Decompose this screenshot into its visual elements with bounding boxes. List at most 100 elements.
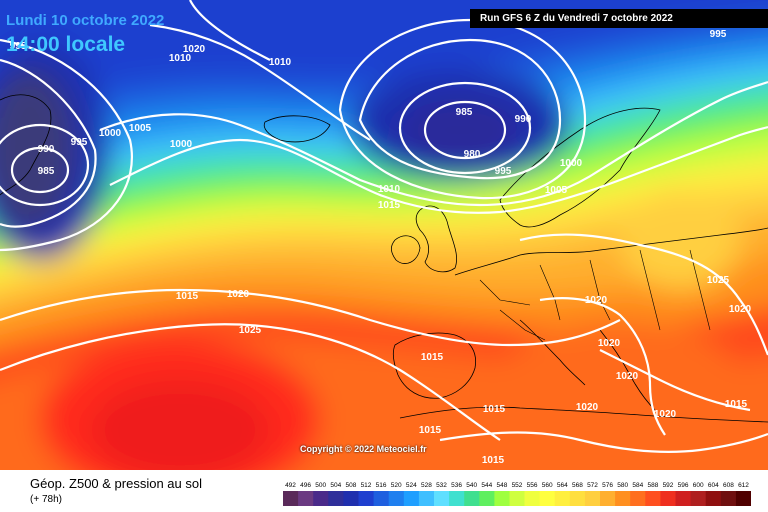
isobar-label: 1010 [169,53,192,64]
color-scale: 492 496 500 504 508 512 516 520 524 528 532 536 540 5… [283,482,751,506]
scale-label: 504 [330,482,341,489]
isobar-label: 1000 [560,158,583,169]
scale-swatch [735,491,751,506]
isobar-labels: 995 1020 1010 1010 990 985 995 1000 1005… [10,29,752,466]
scale-label: 536 [451,482,462,489]
isobar-label: 1015 [378,200,401,211]
scale-label: 540 [466,482,477,489]
isobar-label: 1005 [129,123,152,134]
isobar-label: 995 [710,29,727,40]
coastline-iberia [392,332,477,399]
scale-swatch [418,491,435,506]
isobar-label: 980 [464,149,481,160]
scale-label: 596 [678,482,689,489]
scale-label: 492 [285,482,296,489]
scale-swatch [660,491,676,506]
isobar-label: 1020 [598,338,621,349]
scale-swatch [720,491,737,506]
copyright: Copyright © 2022 Meteociel.fr [300,444,427,454]
scale-swatch [358,491,374,506]
isobar-label: 1020 [585,295,608,306]
valid-date: Lundi 10 octobre 2022 [6,12,165,29]
scale-label: 500 [315,482,326,489]
scale-swatch [494,491,510,506]
isobar-label: 995 [495,166,512,177]
scale-label: 584 [632,482,643,489]
borders [479,249,711,341]
scale-label: 572 [587,482,598,489]
scale-swatch [584,491,601,506]
coastline-greenland [0,94,52,196]
scale-swatch [630,491,646,506]
coastline-europe [454,227,768,276]
isobar-label: 995 [71,137,88,148]
scale-swatch [645,491,661,506]
scale-swatch [449,491,465,506]
scale-swatch [388,491,405,506]
forecast-hour: (+ 78h) [30,494,62,505]
isobar-label: 1005 [545,185,568,196]
valid-time: 14:00 locale [6,33,126,56]
isobar-label: 1015 [483,404,506,415]
scale-swatch [283,491,299,506]
isobar-label: 1020 [616,371,639,382]
scale-label: 608 [723,482,734,489]
scale-swatch [705,491,722,506]
scale-swatch [434,491,450,506]
scale-label: 520 [391,482,402,489]
scale-label: 600 [693,482,704,489]
isobar-label: 1000 [170,139,193,150]
isobar-label: 1020 [576,402,599,413]
isobar-label: 1010 [269,57,292,68]
isobar-label: 995 [10,41,27,52]
scale-label: 524 [406,482,417,489]
scale-swatch [313,491,329,506]
scale-label: 588 [647,482,658,489]
scale-label: 604 [708,482,719,489]
geopotential-field [0,0,768,470]
isobar-label: 1015 [176,291,199,302]
isobar-label: 1015 [482,455,505,466]
scale-swatch [509,491,525,506]
isobar-label: 985 [38,166,55,177]
coastline-iceland [263,115,331,143]
isobar-label: 1020 [654,409,677,420]
isobar-label: 1015 [419,425,442,436]
scale-swatch [554,491,571,506]
coastline-italy [519,319,586,386]
scale-swatch [343,491,359,506]
scale-label: 612 [738,482,749,489]
isobar-label: 1000 [99,128,122,139]
scale-swatch [539,491,556,506]
scale-label: 548 [496,482,507,489]
isobar-label: 1015 [725,399,748,410]
scale-swatch [524,491,540,506]
coastline-balkans-greece [599,329,656,411]
isobar-label: 1020 [729,304,752,315]
isobars-lines [0,0,768,452]
scale-label: 560 [542,482,553,489]
scale-swatch [373,491,390,506]
scale-label: 576 [602,482,613,489]
scale-swatch [403,491,420,506]
scale-swatch [298,491,314,506]
isobar-label: 1025 [707,275,730,286]
isobar-label: 1025 [239,325,262,336]
scale-swatch [479,491,495,506]
scale-label: 512 [361,482,372,489]
scale-swatch [600,491,616,506]
scale-label: 532 [436,482,447,489]
coastline-britain [415,205,457,273]
scale-label: 516 [376,482,387,489]
isobar-label: 1015 [421,352,444,363]
scale-label: 564 [557,482,568,489]
scale-swatch [615,491,631,506]
scale-swatch [675,491,691,506]
isobar-label: 1010 [378,184,401,195]
isobar-label: 1020 [227,289,250,300]
map-title: Géop. Z500 & pression au sol [30,476,202,491]
scale-swatch [569,491,586,506]
scale-swatch [690,491,707,506]
scale-label: 556 [527,482,538,489]
scale-label: 496 [300,482,311,489]
